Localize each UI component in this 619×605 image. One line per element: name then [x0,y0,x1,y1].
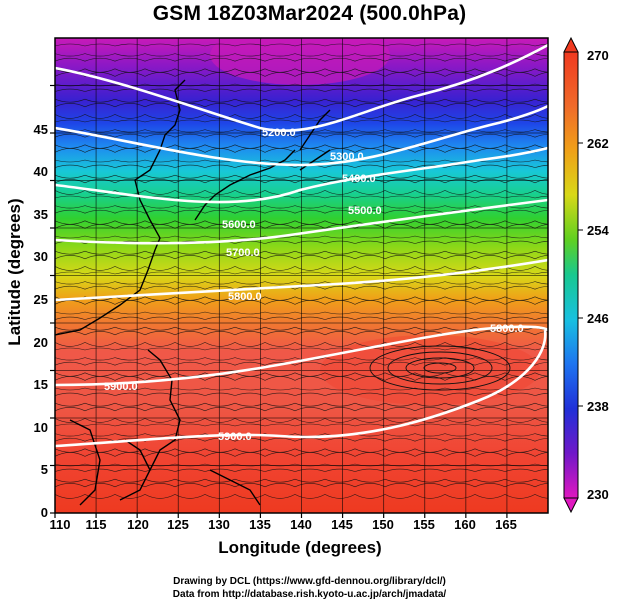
streamline [55,311,548,315]
streamline [55,392,548,396]
colorbar-label: 246 [587,311,609,326]
y-tick-label: 30 [34,249,48,264]
streamline [55,271,548,275]
contour-label: 5900.0 [104,381,138,393]
x-tick-label: 145 [331,517,353,532]
x-tick-label: 150 [372,517,394,532]
coastlines [55,79,331,506]
warm-anticyclone-area [320,335,540,405]
streamline [55,114,548,119]
streamline [55,250,548,255]
streamline [55,342,548,347]
x-tick-label: 165 [495,517,517,532]
streamline [55,331,548,336]
height-contours [55,43,548,448]
contour-label: 5200.0 [262,127,296,139]
cold-core-low [210,38,390,85]
streamline [55,224,548,229]
colorbar: 270 262 254 246 238 230 [563,36,609,514]
streamline [55,174,548,179]
x-tick-label: 125 [167,517,189,532]
streamline [55,300,548,305]
streamline [55,402,548,407]
colorbar-top-arrow [563,36,579,53]
x-axis-ticks: 110 115 120 125 130 135 140 145 150 155 … [50,517,517,532]
streamline [55,209,548,214]
contour-label: 5800.0 [490,323,524,335]
streamline [55,98,548,103]
streamline [55,235,548,239]
streamline [55,72,548,77]
lat-lon-grid [55,38,548,513]
streamline [55,148,548,153]
contour-labels: 5200.0 5300.0 5400.0 5500.0 5600.0 5700.… [104,127,524,443]
streamline [55,83,548,87]
x-tick-label: 140 [290,517,312,532]
streamline [55,361,548,366]
y-tick-label: 40 [34,164,48,179]
streamline [55,119,548,123]
x-tick-label: 120 [127,517,149,532]
x-tick-label: 160 [454,517,476,532]
streamline [55,478,548,483]
colorbar-label: 230 [587,487,609,502]
contour-label: 5800.0 [228,291,262,303]
anticyclone-streamline-swirl [369,345,511,391]
colorbar-label: 254 [587,223,609,238]
y-tick-label: 5 [41,462,48,477]
contour-label: 5700.0 [226,247,260,259]
streamline [55,103,548,108]
streamline [55,53,548,57]
y-tick-label: 25 [34,292,48,307]
streamline [55,190,548,195]
colorbar-label: 262 [587,136,609,151]
colorbar-label: 238 [587,399,609,414]
x-tick-label: 110 [50,517,71,532]
streamline [55,266,548,271]
map-title: GSM 18Z03Mar2024 (500.0hPa) [152,2,467,25]
streamline [55,494,548,499]
streamline [55,423,548,427]
streamline [55,463,548,467]
credit-data-source: Data from http://database.rish.kyoto-u.a… [172,589,447,600]
streamline [55,316,548,320]
colorbar-bottom-arrow [563,497,579,514]
y-tick-label: 20 [34,335,48,350]
y-tick-label: 35 [34,207,48,222]
axis-ticks [50,84,508,518]
x-tick-label: 135 [249,517,271,532]
streamline [55,326,548,331]
y-axis-ticks: 0 5 10 15 20 25 30 35 40 45 [34,122,48,520]
x-tick-label: 155 [413,517,435,532]
streamline [55,418,548,423]
streamline [55,179,548,184]
streamline [55,407,548,412]
y-tick-label: 45 [34,122,48,137]
x-tick-label: 115 [86,517,107,532]
colorbar-gradient [563,51,579,499]
contour-label: 5500.0 [348,205,382,217]
colorbar-label: 270 [587,48,609,63]
streamline [55,387,548,391]
y-axis-label: Latitude (degrees) [5,198,24,346]
x-axis-label: Longitude (degrees) [218,538,382,557]
streamline [55,43,548,47]
contour-label: 5600.0 [222,219,256,231]
streamline [55,129,548,133]
x-tick-label: 130 [208,517,230,532]
streamline [55,255,548,260]
streamline [55,57,548,62]
contour-label: 5400.0 [342,173,376,185]
y-tick-label: 0 [41,505,48,520]
contour-label: 5900.0 [218,431,252,443]
streamline [55,468,548,472]
credit-drawing: Drawing by DCL (https://www.gfd-dennou.o… [173,576,446,587]
contour-label: 5300.0 [330,151,364,163]
y-tick-label: 10 [34,420,48,435]
y-tick-label: 15 [34,377,48,392]
